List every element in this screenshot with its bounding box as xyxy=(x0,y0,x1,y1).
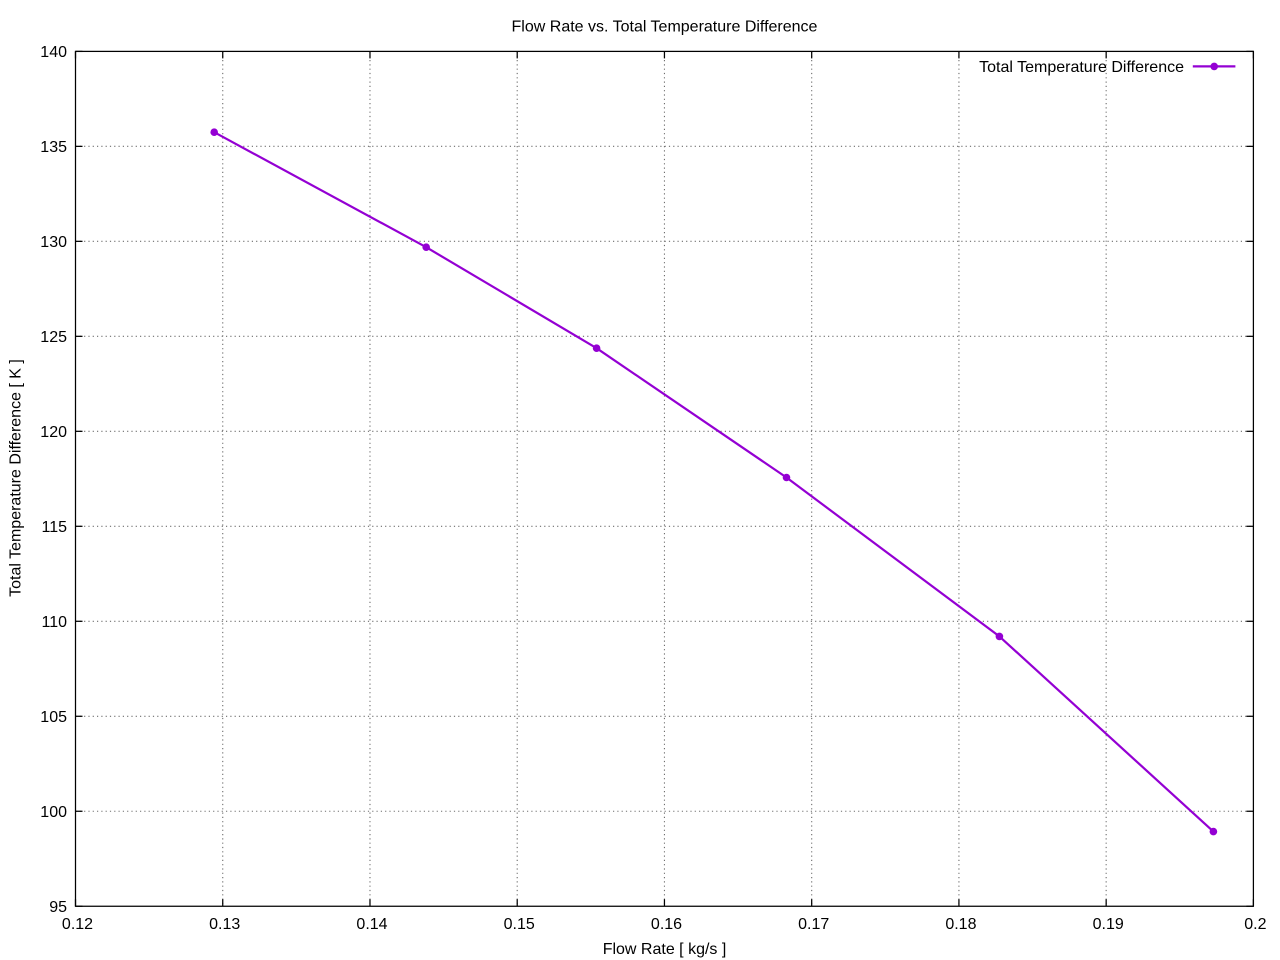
svg-text:0.13: 0.13 xyxy=(209,916,240,933)
svg-text:130: 130 xyxy=(40,234,67,251)
svg-text:Total Temperature Difference: Total Temperature Difference xyxy=(979,59,1184,76)
svg-text:0.18: 0.18 xyxy=(945,916,976,933)
svg-text:100: 100 xyxy=(40,804,67,821)
svg-text:0.19: 0.19 xyxy=(1093,916,1124,933)
svg-text:125: 125 xyxy=(40,329,67,346)
svg-text:105: 105 xyxy=(40,709,67,726)
svg-text:0.12: 0.12 xyxy=(62,916,93,933)
svg-text:120: 120 xyxy=(40,424,67,441)
svg-text:140: 140 xyxy=(40,44,67,61)
svg-text:95: 95 xyxy=(49,899,67,916)
svg-text:0.15: 0.15 xyxy=(504,916,535,933)
svg-text:Flow Rate vs. Total Temperatur: Flow Rate vs. Total Temperature Differen… xyxy=(512,19,818,36)
svg-text:Total Temperature Difference [: Total Temperature Difference [ K ] xyxy=(7,359,24,597)
svg-text:110: 110 xyxy=(41,614,67,631)
svg-text:0.14: 0.14 xyxy=(356,916,387,933)
svg-text:0.16: 0.16 xyxy=(651,916,682,933)
svg-text:135: 135 xyxy=(40,139,67,156)
svg-text:Flow Rate [ kg/s ]: Flow Rate [ kg/s ] xyxy=(603,941,727,958)
svg-text:115: 115 xyxy=(41,519,67,536)
svg-text:0.17: 0.17 xyxy=(798,916,829,933)
svg-text:0.2: 0.2 xyxy=(1244,916,1266,933)
